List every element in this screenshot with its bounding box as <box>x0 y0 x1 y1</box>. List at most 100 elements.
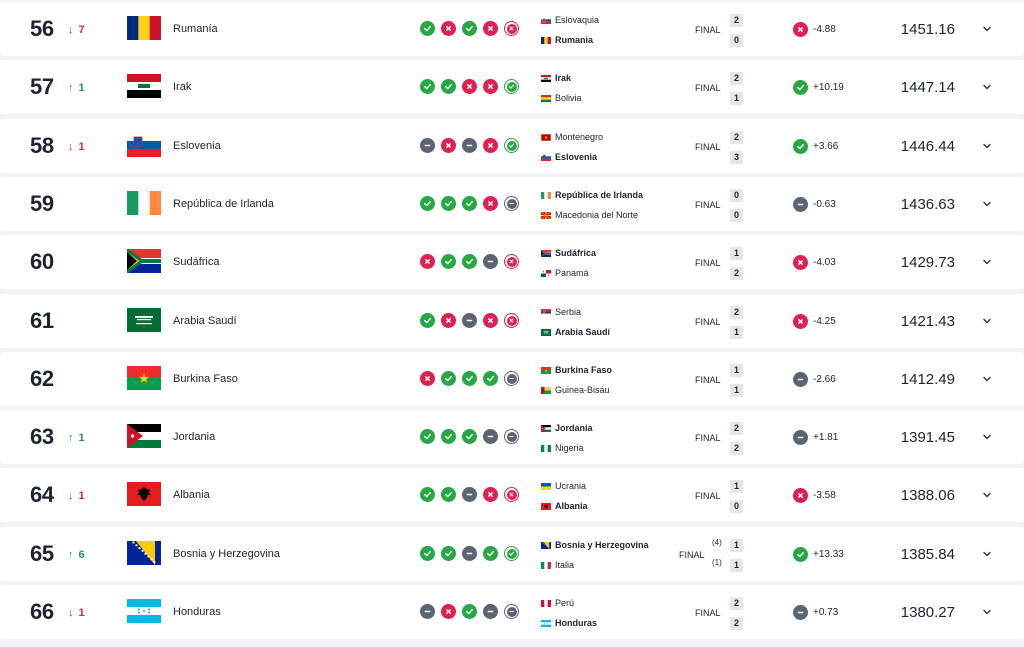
form-draw-minus-icon[interactable] <box>483 429 498 444</box>
form-loss-cross-icon[interactable] <box>504 313 519 328</box>
match-away-name: Panamá <box>555 268 589 278</box>
form-win-check-icon[interactable] <box>441 429 456 444</box>
form-win-check-icon[interactable] <box>441 79 456 94</box>
form-loss-cross-icon[interactable] <box>483 138 498 153</box>
home-score: 1 <box>730 539 743 552</box>
chevron-down-icon[interactable] <box>982 83 992 91</box>
match-status: FINAL <box>695 25 721 35</box>
form-win-check-icon[interactable] <box>483 371 498 386</box>
country-name[interactable]: Jordania <box>173 431 216 443</box>
ranking-row[interactable]: 66 ↓ 1 Honduras Perú Honduras FINAL 2 2 +0.73 1380… <box>0 585 1024 639</box>
form-draw-minus-icon[interactable] <box>504 604 519 619</box>
ranking-row[interactable]: 61 Arabia Saudí Serbia Arabia Saudí FINAL 2 1 -… <box>0 294 1024 348</box>
form-win-check-icon[interactable] <box>504 546 519 561</box>
form-loss-cross-icon[interactable] <box>483 21 498 36</box>
form-win-check-icon[interactable] <box>420 546 435 561</box>
form-win-check-icon[interactable] <box>420 21 435 36</box>
form-win-check-icon[interactable] <box>420 313 435 328</box>
form-win-check-icon[interactable] <box>504 138 519 153</box>
form-win-check-icon[interactable] <box>462 429 477 444</box>
form-win-check-icon[interactable] <box>441 487 456 502</box>
form-win-check-icon[interactable] <box>441 546 456 561</box>
country-name[interactable]: Irak <box>173 81 192 93</box>
ireland-flag-icon <box>541 192 551 199</box>
form-loss-cross-icon[interactable] <box>441 604 456 619</box>
form-draw-minus-icon[interactable] <box>462 138 477 153</box>
match-home-name: Sudáfrica <box>555 248 597 258</box>
ranking-row[interactable]: 64 ↓ 1 Albania Ucrania Albania FINAL 1 0 -3.58 138… <box>0 468 1024 522</box>
chevron-down-icon[interactable] <box>982 25 992 33</box>
form-loss-cross-icon[interactable] <box>504 487 519 502</box>
country-name[interactable]: Eslovenia <box>173 140 221 152</box>
form-loss-cross-icon[interactable] <box>441 138 456 153</box>
form-win-check-icon[interactable] <box>441 254 456 269</box>
form-win-check-icon[interactable] <box>420 79 435 94</box>
form-loss-cross-icon[interactable] <box>441 21 456 36</box>
form-win-check-icon[interactable] <box>462 21 477 36</box>
form-loss-cross-icon[interactable] <box>483 79 498 94</box>
match-home-team: Eslovaquia <box>541 15 599 25</box>
chevron-down-icon[interactable] <box>982 142 992 150</box>
country-name[interactable]: Sudáfrica <box>173 256 220 268</box>
form-win-check-icon[interactable] <box>483 546 498 561</box>
chevron-down-icon[interactable] <box>982 608 992 616</box>
form-draw-minus-icon[interactable] <box>462 487 477 502</box>
ranking-row[interactable]: 58 ↓ 1 Eslovenia Montenegro Eslovenia FINAL 2 3 +… <box>0 119 1024 173</box>
form-win-check-icon[interactable] <box>462 254 477 269</box>
country-name[interactable]: Honduras <box>173 606 221 618</box>
form-draw-minus-icon[interactable] <box>483 254 498 269</box>
ranking-row[interactable]: 56 ↓ 7 Rumanía Eslovaquia Rumania FINAL 2 0 -4.88… <box>0 2 1024 56</box>
ranking-row[interactable]: 60 Sudáfrica Sudáfrica Panamá FINAL 1 2 -4.03 14… <box>0 235 1024 289</box>
form-win-check-icon[interactable] <box>420 196 435 211</box>
form-loss-cross-icon[interactable] <box>420 254 435 269</box>
chevron-down-icon[interactable] <box>982 433 992 441</box>
country-name[interactable]: Rumanía <box>173 23 218 35</box>
form-draw-minus-icon[interactable] <box>420 604 435 619</box>
away-score: 1 <box>730 559 743 572</box>
form-loss-cross-icon[interactable] <box>483 487 498 502</box>
chevron-down-icon[interactable] <box>982 317 992 325</box>
chevron-down-icon[interactable] <box>982 200 992 208</box>
country-name[interactable]: República de Irlanda <box>173 198 274 210</box>
country-name[interactable]: Albania <box>173 489 210 501</box>
form-win-check-icon[interactable] <box>462 196 477 211</box>
ranking-row[interactable]: 63 ↑ 1 Jordania Jordania Nigeria FINAL 2 2 +1.81 1… <box>0 410 1024 464</box>
chevron-down-icon[interactable] <box>982 375 992 383</box>
chevron-down-icon[interactable] <box>982 550 992 558</box>
form-draw-minus-icon[interactable] <box>504 371 519 386</box>
form-win-check-icon[interactable] <box>504 79 519 94</box>
rank-number: 59 <box>30 191 54 216</box>
form-win-check-icon[interactable] <box>441 196 456 211</box>
form-loss-cross-icon[interactable] <box>420 371 435 386</box>
form-win-check-icon[interactable] <box>441 371 456 386</box>
ranking-row[interactable]: 57 ↑ 1 Irak Irak Bolivia FINAL 2 1 +10.19 1447.14 <box>0 60 1024 114</box>
form-draw-minus-icon[interactable] <box>483 604 498 619</box>
form-win-check-icon[interactable] <box>462 604 477 619</box>
montenegro-flag-icon <box>541 134 551 141</box>
ranking-row[interactable]: 59 República de Irlanda República de Irlan… <box>0 177 1024 231</box>
form-loss-cross-icon[interactable] <box>504 21 519 36</box>
recent-form <box>420 254 519 269</box>
form-win-check-icon[interactable] <box>462 371 477 386</box>
form-loss-cross-icon[interactable] <box>483 313 498 328</box>
form-draw-minus-icon[interactable] <box>420 138 435 153</box>
form-draw-minus-icon[interactable] <box>462 546 477 561</box>
chevron-down-icon[interactable] <box>982 491 992 499</box>
ranking-row[interactable]: 62 Burkina Faso Burkina Faso Guinea-Bisáu FI… <box>0 352 1024 406</box>
form-draw-minus-icon[interactable] <box>504 429 519 444</box>
country-name[interactable]: Burkina Faso <box>173 373 238 385</box>
form-loss-cross-icon[interactable] <box>483 196 498 211</box>
form-draw-minus-icon[interactable] <box>462 313 477 328</box>
country-name[interactable]: Arabia Saudí <box>173 315 237 327</box>
ranking-row[interactable]: 65 ↑ 6 Bosnia y Herzegovina Bosnia y Herzego… <box>0 527 1024 581</box>
form-loss-cross-icon[interactable] <box>441 313 456 328</box>
form-loss-cross-icon[interactable] <box>504 254 519 269</box>
form-win-check-icon[interactable] <box>420 429 435 444</box>
country-name[interactable]: Bosnia y Herzegovina <box>173 548 281 560</box>
form-draw-minus-icon[interactable] <box>504 196 519 211</box>
form-win-check-icon[interactable] <box>420 487 435 502</box>
chevron-down-icon[interactable] <box>982 258 992 266</box>
form-loss-cross-icon[interactable] <box>462 79 477 94</box>
peru-flag-icon <box>541 600 551 607</box>
rank-change-value: 6 <box>78 549 85 561</box>
